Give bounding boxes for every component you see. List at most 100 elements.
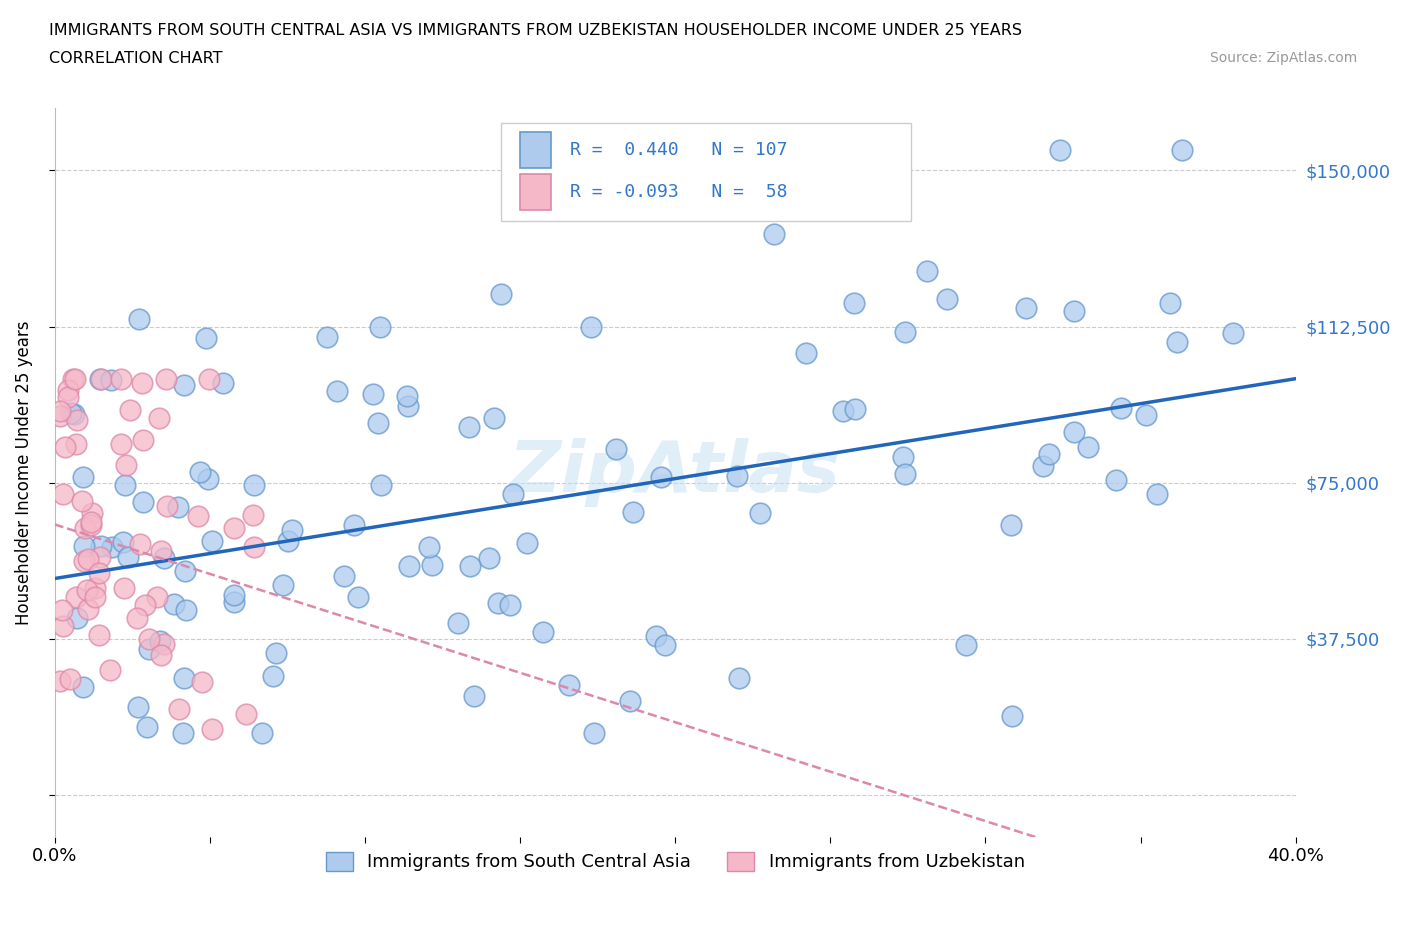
Point xyxy=(477,551,499,565)
Point xyxy=(72,538,94,553)
Text: ZipAtlas: ZipAtlas xyxy=(509,438,841,507)
Point xyxy=(891,449,914,464)
Point xyxy=(156,498,179,513)
Point xyxy=(187,509,209,524)
Point xyxy=(264,645,287,660)
Point xyxy=(619,693,641,708)
Point xyxy=(1077,440,1099,455)
Point xyxy=(361,387,384,402)
Point xyxy=(583,725,606,740)
Legend: Immigrants from South Central Asia, Immigrants from Uzbekistan: Immigrants from South Central Asia, Immi… xyxy=(318,844,1032,879)
Point xyxy=(1015,300,1038,315)
Point xyxy=(98,663,121,678)
Text: CORRELATION CHART: CORRELATION CHART xyxy=(49,51,222,66)
Point xyxy=(645,629,668,644)
Point xyxy=(76,583,98,598)
Point xyxy=(1001,709,1024,724)
Point xyxy=(197,472,219,486)
Point xyxy=(112,580,135,595)
Point xyxy=(149,633,172,648)
Point xyxy=(198,371,221,386)
Point xyxy=(623,504,645,519)
Point xyxy=(418,540,440,555)
Point xyxy=(235,707,257,722)
Point xyxy=(52,486,75,501)
Point xyxy=(73,553,96,568)
Point xyxy=(250,725,273,740)
Point xyxy=(66,413,89,428)
Point xyxy=(174,564,197,578)
Point xyxy=(1170,142,1192,157)
Point xyxy=(167,701,190,716)
Point xyxy=(77,602,100,617)
Point xyxy=(368,320,391,335)
Point xyxy=(80,514,103,529)
Point xyxy=(482,410,505,425)
Point xyxy=(100,373,122,388)
Point xyxy=(138,642,160,657)
Point xyxy=(191,675,214,690)
Point xyxy=(242,508,264,523)
Point xyxy=(65,371,87,386)
Point xyxy=(148,411,170,426)
Point xyxy=(117,550,139,565)
FancyBboxPatch shape xyxy=(502,123,911,221)
Point xyxy=(195,331,218,346)
Text: R =  0.440   N = 107: R = 0.440 N = 107 xyxy=(569,141,787,159)
Point xyxy=(72,493,94,508)
Text: R = -0.093   N =  58: R = -0.093 N = 58 xyxy=(569,183,787,201)
Point xyxy=(152,636,174,651)
Point xyxy=(149,543,172,558)
Point xyxy=(100,539,122,554)
Point xyxy=(163,596,186,611)
Point xyxy=(114,477,136,492)
Point xyxy=(149,648,172,663)
Point xyxy=(110,371,132,386)
Point xyxy=(915,263,938,278)
Point xyxy=(146,589,169,604)
Point xyxy=(499,597,522,612)
Point xyxy=(83,580,105,595)
Point xyxy=(224,588,246,603)
Point xyxy=(1159,296,1181,311)
Point xyxy=(531,624,554,639)
Point xyxy=(725,469,748,484)
Point xyxy=(87,566,110,581)
Point xyxy=(59,671,82,686)
Point xyxy=(49,404,72,418)
Point xyxy=(72,470,94,485)
Point xyxy=(132,494,155,509)
Point xyxy=(111,535,134,550)
Point xyxy=(894,466,917,481)
Point xyxy=(277,534,299,549)
Point xyxy=(1038,446,1060,461)
Point xyxy=(127,699,149,714)
Point xyxy=(131,376,153,391)
Point xyxy=(65,436,87,451)
Point xyxy=(166,499,188,514)
Point xyxy=(63,406,86,421)
Point xyxy=(125,610,148,625)
Point xyxy=(558,678,581,693)
Point xyxy=(936,291,959,306)
Point xyxy=(49,408,72,423)
Point xyxy=(955,638,977,653)
Point xyxy=(447,616,470,631)
Point xyxy=(333,568,356,583)
Bar xyxy=(520,174,551,210)
Point xyxy=(56,390,79,405)
Point xyxy=(55,439,77,454)
Point xyxy=(211,376,233,391)
Point xyxy=(65,610,87,625)
Point xyxy=(650,469,672,484)
Point xyxy=(172,725,194,740)
Point xyxy=(763,227,786,242)
Point xyxy=(280,523,302,538)
Point xyxy=(243,477,266,492)
Point xyxy=(396,399,419,414)
Point xyxy=(420,558,443,573)
Point xyxy=(1049,142,1071,157)
Point xyxy=(120,403,142,418)
Point xyxy=(1105,473,1128,488)
Point xyxy=(174,603,197,618)
